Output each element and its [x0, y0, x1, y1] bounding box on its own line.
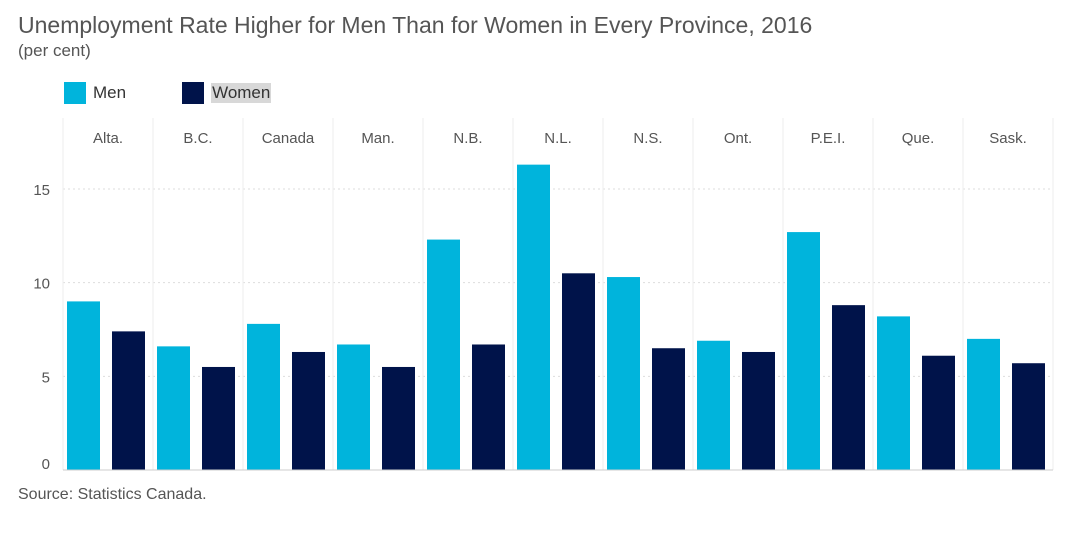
legend-label-men: Men	[93, 83, 127, 102]
legend-item-men[interactable]: Men	[64, 82, 126, 104]
bar-men	[427, 239, 460, 470]
facet-label: Alta.	[93, 130, 123, 147]
bar-women	[1012, 363, 1045, 470]
facet-label: N.B.	[453, 130, 482, 147]
bar-men	[337, 344, 370, 470]
y-tick-label: 10	[33, 276, 50, 293]
bar-women	[832, 305, 865, 470]
legend-label-women: Women	[211, 83, 272, 103]
bar-women	[202, 366, 235, 470]
bar-men	[607, 277, 640, 470]
y-tick-label: 15	[33, 182, 50, 199]
facet-label: Que.	[902, 130, 935, 147]
bar-women	[742, 351, 775, 470]
bar-men	[787, 232, 820, 470]
legend-swatch-women	[182, 82, 205, 104]
facet-label: Man.	[361, 130, 394, 147]
bar-men	[967, 338, 1000, 470]
bar-men	[517, 164, 550, 470]
legend: Men Women	[64, 82, 327, 104]
bar-men	[877, 316, 910, 470]
legend-swatch-men	[64, 82, 86, 104]
chart-subtitle: (per cent)	[18, 41, 91, 60]
facet-label: N.S.	[633, 130, 662, 147]
bar-women	[292, 351, 325, 470]
legend-item-women[interactable]: Women	[182, 82, 272, 104]
facet-label: B.C.	[183, 130, 212, 147]
bar-men	[697, 340, 730, 470]
source-note: Source: Statistics Canada.	[18, 486, 207, 503]
bar-women	[922, 355, 955, 470]
facet-label: Sask.	[989, 130, 1027, 147]
bar-men	[67, 301, 100, 470]
facet-label: Canada	[262, 130, 315, 147]
facet-label: N.L.	[544, 130, 572, 147]
bar-women	[112, 331, 145, 470]
facet-label: Ont.	[724, 130, 752, 147]
chart-title: Unemployment Rate Higher for Men Than fo…	[18, 12, 813, 38]
bar-men	[247, 323, 280, 470]
bar-women	[382, 366, 415, 470]
bar-women	[562, 273, 595, 470]
y-tick-label: 5	[42, 369, 50, 386]
bar-men	[157, 346, 190, 470]
y-tick-label: 0	[42, 456, 50, 473]
facet-label: P.E.I.	[811, 130, 846, 147]
bar-women	[652, 348, 685, 470]
bar-women	[472, 344, 505, 470]
